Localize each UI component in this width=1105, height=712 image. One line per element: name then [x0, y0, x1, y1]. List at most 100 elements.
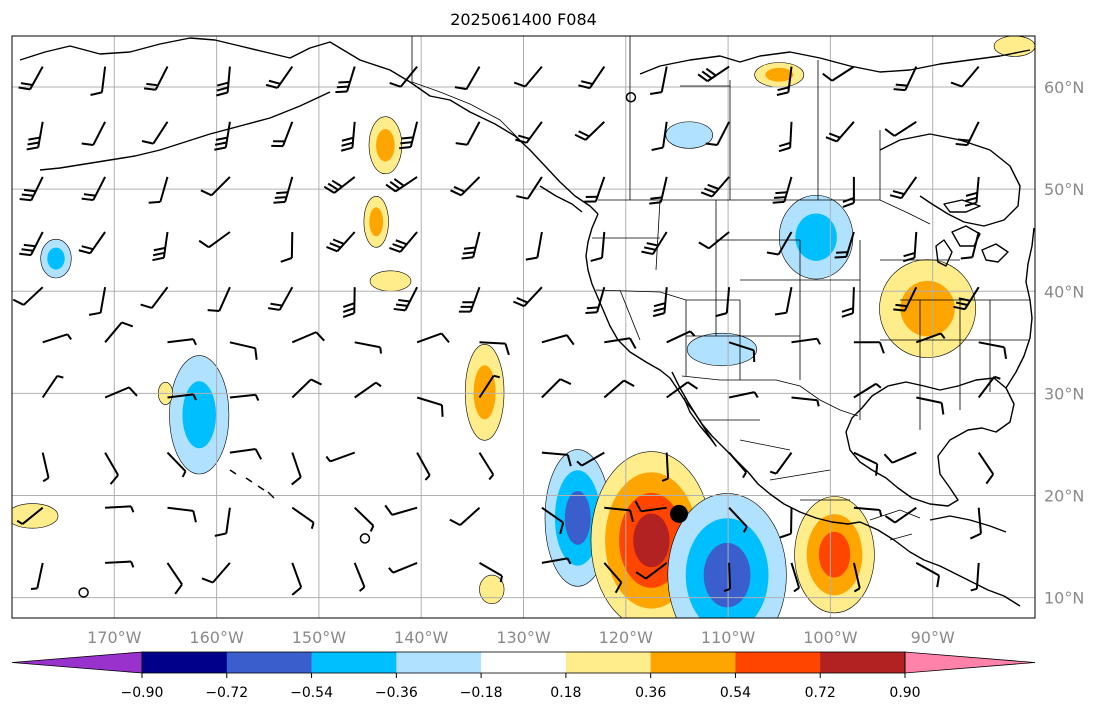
anomaly-region-16 [754, 62, 805, 88]
wind-barb [26, 121, 44, 151]
wind-barb [458, 286, 481, 313]
wind-barb [953, 286, 980, 311]
anomaly-contour [473, 365, 496, 420]
wind-barb [825, 121, 855, 143]
wind-barb [416, 332, 450, 344]
wind-barb [603, 562, 623, 594]
coastline-east [1005, 227, 1035, 389]
colorbar-segment [565, 652, 652, 673]
wind-barb [450, 176, 481, 197]
colorbar-tick-label: 0.54 [720, 685, 751, 701]
wind-barb [650, 66, 668, 95]
anomaly-contour [686, 332, 758, 367]
wind-barb [778, 121, 793, 153]
wind-barb [584, 176, 606, 203]
wind-barb [478, 452, 495, 481]
colorbar-tick-label: −0.36 [375, 685, 418, 701]
wind-barb [915, 562, 941, 588]
wind-barb [18, 66, 44, 91]
colorbar-segment [481, 652, 567, 673]
wind-barb [354, 506, 375, 532]
colorbar-tick-label: 0.36 [635, 685, 666, 701]
wind-barb [335, 66, 356, 94]
anomaly-contour [564, 491, 591, 545]
anomaly-region-17 [479, 574, 505, 605]
lat-tick-label: 30°N [1044, 384, 1084, 403]
wind-barb [81, 121, 106, 146]
wind-barb [388, 561, 418, 574]
wind-barb [889, 176, 918, 200]
wind-barb [81, 176, 106, 202]
wind-barb [700, 176, 730, 198]
anomaly-region-5 [169, 355, 230, 475]
wind-barb [16, 506, 44, 525]
anomaly-region-4 [464, 344, 505, 441]
wind-barb [977, 375, 1001, 399]
wind-barb [791, 337, 821, 345]
wind-barb [513, 65, 543, 88]
calm-wind-marker [359, 533, 371, 544]
anomaly-region-12 [778, 194, 854, 280]
wind-barb [291, 331, 325, 344]
wind-barb [651, 121, 668, 151]
wind-barb [853, 382, 882, 399]
wind-barb [105, 505, 135, 513]
wind-barb [666, 381, 698, 399]
storm-center-marker [669, 504, 688, 523]
wind-barb [883, 451, 917, 464]
colorbar-segment [226, 652, 313, 673]
anomaly-contour [369, 207, 384, 237]
lon-tick-label: 90°W [911, 628, 955, 647]
wind-barb [723, 562, 732, 593]
wind-barb [766, 231, 793, 256]
wind-barb [291, 506, 315, 529]
anomaly-contour [703, 542, 751, 608]
lon-tick-label: 100°W [803, 628, 858, 647]
wind-barb [19, 231, 44, 257]
anomaly-contour [182, 381, 217, 449]
colorbar-frame [141, 651, 906, 674]
wind-barb [214, 121, 231, 151]
anomaly-contour [369, 270, 412, 292]
wind-barb [661, 452, 670, 482]
wind-barb [779, 507, 793, 539]
wind-barb [353, 562, 366, 592]
wind-barb [578, 66, 606, 90]
wind-barb [715, 287, 731, 318]
wind-barb [964, 176, 980, 207]
wind-barb [214, 507, 231, 537]
wind-barb [852, 562, 861, 593]
wind-barb [30, 562, 44, 591]
wind-barb [454, 66, 481, 91]
colorbar-tick-label: −0.54 [290, 685, 333, 701]
wind-barb [525, 231, 543, 261]
wind-barb [697, 65, 730, 82]
wind-barb [167, 393, 197, 401]
wind-barb [541, 451, 572, 467]
anomaly-contour [479, 574, 505, 605]
wind-barb [728, 451, 748, 479]
lon-tick-label: 120°W [599, 628, 654, 647]
wind-barb [148, 176, 169, 204]
wind-barb [265, 66, 294, 89]
colorbar-tick-label: −0.18 [460, 685, 503, 701]
wind-barb [884, 120, 917, 137]
plot-frame [11, 35, 1036, 619]
wind-barb [853, 341, 885, 354]
wind-barb [416, 396, 444, 417]
wind-barb [585, 286, 606, 315]
wind-barb [354, 341, 383, 354]
colorbar-segment [396, 652, 482, 673]
coastline-central-america [859, 521, 1021, 607]
wind-barb [455, 121, 481, 146]
colorbar-tick-label: 0.90 [889, 685, 920, 701]
wind-barb [326, 231, 356, 253]
wind-barb [853, 506, 883, 517]
coastline-vancouver [539, 185, 583, 213]
border-canada-us [598, 199, 931, 225]
wind-barb [461, 231, 481, 260]
wind-barb [652, 287, 668, 318]
wind-barb [42, 333, 72, 344]
wind-barb [590, 231, 606, 262]
lon-ticks: 170°W 160°W 150°W 140°W 130°W 120°W 110°W 100°W… [87, 628, 955, 647]
